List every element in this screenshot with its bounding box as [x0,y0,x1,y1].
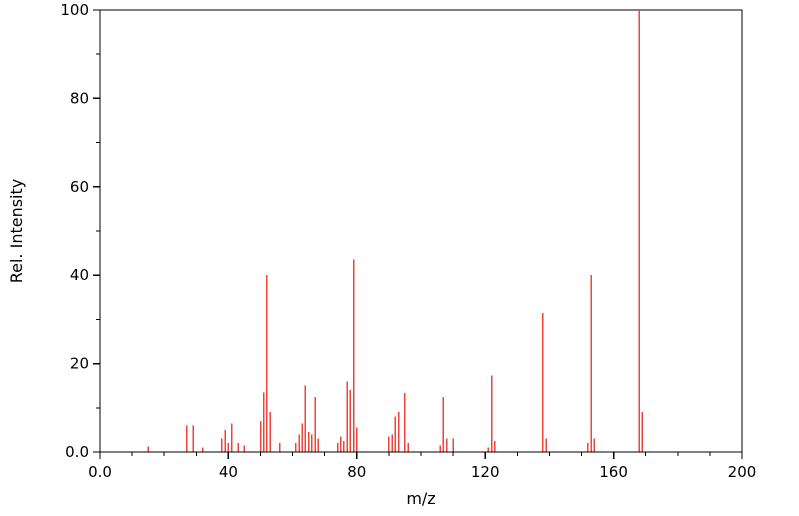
plot-frame [99,9,743,453]
x-tick-label: 40 [219,463,238,481]
y-tick-label: 100 [60,1,89,19]
x-axis-label: m/z [406,489,435,508]
y-tick-label: 80 [70,89,89,107]
x-tick-label: 120 [471,463,500,481]
y-tick-label: 60 [70,178,89,196]
x-tick-label: 80 [347,463,366,481]
y-tick-label: 20 [70,355,89,373]
y-tick-label: 40 [70,266,89,284]
x-tick-label: 0.0 [88,463,112,481]
x-tick-label: 200 [728,463,757,481]
x-tick-label: 160 [599,463,628,481]
y-axis-label: Rel. Intensity [7,179,26,284]
y-tick-label: 0.0 [65,443,89,461]
